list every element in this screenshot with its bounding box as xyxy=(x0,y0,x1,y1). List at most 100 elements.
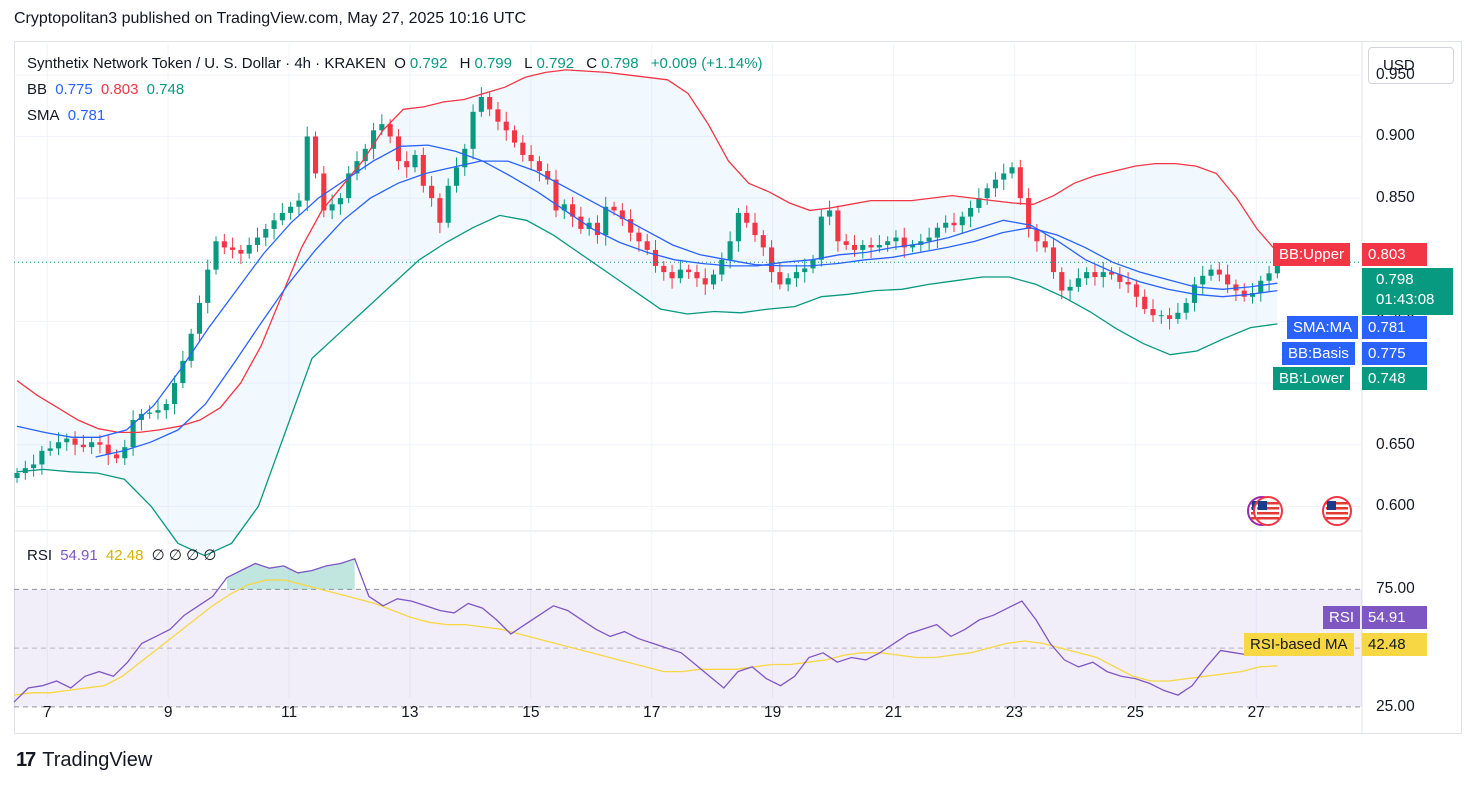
candle-body xyxy=(379,124,385,131)
candle-body xyxy=(976,198,982,208)
rsi-value: 54.91 xyxy=(60,547,98,564)
candle-body xyxy=(860,244,866,250)
candle-body xyxy=(130,420,136,448)
price-tick-label: 0.950 xyxy=(1376,65,1415,83)
candle-body xyxy=(105,444,111,455)
low-value: 0.792 xyxy=(536,55,575,72)
candle-body xyxy=(603,206,609,236)
candle-body xyxy=(818,216,824,260)
tv-logo-icon: 17 xyxy=(16,749,36,771)
rsi-legend[interactable]: RSI 54.91 42.48 ∅ ∅ ∅ ∅ xyxy=(27,547,217,564)
candle-body xyxy=(47,448,53,451)
candle-body xyxy=(520,142,526,155)
flag-stripe xyxy=(1257,502,1279,505)
candle-body xyxy=(462,148,468,168)
candle-body xyxy=(843,241,849,245)
sma-tag-value: 0.781 xyxy=(1362,316,1427,339)
bb-upper-line xyxy=(16,69,1278,434)
candle-body xyxy=(64,438,70,443)
rsi-tick-label: 25.00 xyxy=(1376,697,1415,715)
candle-body xyxy=(321,173,327,211)
bb-basis-tag-value: 0.775 xyxy=(1362,342,1427,365)
candle-body xyxy=(619,210,625,220)
candle-body xyxy=(744,212,750,223)
candle-body xyxy=(661,265,667,273)
candle-body xyxy=(304,136,310,201)
candle-body xyxy=(1274,262,1280,274)
tradingview-logo: 17 TradingView xyxy=(16,749,152,772)
candle-body xyxy=(122,447,128,459)
price-tick-label: 0.900 xyxy=(1376,127,1415,145)
bb-upper-value: 0.803 xyxy=(100,81,139,98)
candle-body xyxy=(72,438,78,445)
candle-body xyxy=(113,454,120,459)
candle-body xyxy=(851,244,858,250)
candle-body xyxy=(943,222,949,228)
candle-body xyxy=(1225,274,1231,285)
candle-body xyxy=(528,154,534,162)
candle-body xyxy=(296,200,302,207)
us-flag-icon xyxy=(1322,496,1352,526)
candle-body xyxy=(213,241,219,270)
bb-upper-tag-name: BB:Upper xyxy=(1273,243,1351,266)
candle-body xyxy=(984,188,990,199)
candle-body xyxy=(221,241,227,248)
candle-body xyxy=(1133,284,1139,297)
candle-body xyxy=(1009,167,1015,174)
candle-body xyxy=(876,244,882,248)
candle-body xyxy=(810,259,816,269)
candle-body xyxy=(155,410,161,413)
candle-body xyxy=(288,206,294,213)
time-tick-label: 27 xyxy=(1247,704,1265,721)
currency-button[interactable]: USD xyxy=(1368,47,1454,84)
candle-body xyxy=(1084,272,1090,279)
flag-canton xyxy=(1258,501,1267,510)
candle-body xyxy=(959,216,965,226)
candle-body xyxy=(727,241,733,260)
candle-body xyxy=(196,302,202,334)
candle-body xyxy=(470,111,476,149)
sma-legend[interactable]: SMA 0.781 xyxy=(27,107,106,124)
candle-body xyxy=(677,269,683,279)
bb-basis-value: 0.775 xyxy=(55,81,93,98)
candle-body xyxy=(968,207,974,217)
bb-lower-tag-name: BB:Lower xyxy=(1273,367,1351,390)
candle-body xyxy=(885,241,891,245)
time-tick-label: 11 xyxy=(280,704,298,721)
candle-body xyxy=(802,268,808,273)
rsi-ma-line xyxy=(13,579,1278,696)
grid xyxy=(14,44,1362,698)
candle-body xyxy=(230,247,236,250)
candle-body xyxy=(437,198,443,223)
candle-body xyxy=(387,124,393,137)
candle-body xyxy=(254,237,261,245)
candle-body xyxy=(271,220,277,229)
candle-body xyxy=(586,222,592,229)
bb-band-fill xyxy=(17,69,1278,556)
bb-band-area xyxy=(17,69,1278,556)
candle-body xyxy=(545,170,551,180)
close-value: 0.798 xyxy=(601,55,639,72)
bb-basis-line xyxy=(16,144,1278,438)
candle-body xyxy=(1067,286,1073,291)
candle-body xyxy=(710,274,717,285)
sma-tag-name: SMA:MA xyxy=(1287,316,1359,339)
candle-body xyxy=(205,269,211,303)
flag-stripe xyxy=(1257,507,1279,510)
time-tick-label: 19 xyxy=(764,704,782,721)
symbol-legend[interactable]: Synthetix Network Token / U. S. Dollar ·… xyxy=(27,55,763,72)
rsi-ma-tag-value: 42.48 xyxy=(1362,633,1427,656)
candle-body xyxy=(478,97,484,112)
candle-body xyxy=(1034,228,1040,242)
high-value: 0.799 xyxy=(474,55,512,72)
candle-body xyxy=(669,272,675,279)
bb-legend[interactable]: BB 0.775 0.803 0.748 xyxy=(27,81,185,98)
candle-body xyxy=(686,269,692,273)
candle-body xyxy=(147,412,153,414)
change-value: +0.009 (+1.14%) xyxy=(650,55,763,72)
candle-body xyxy=(404,161,410,168)
candle-body xyxy=(1150,309,1156,316)
candle-body xyxy=(172,383,178,405)
flag-stripe xyxy=(1326,512,1348,515)
